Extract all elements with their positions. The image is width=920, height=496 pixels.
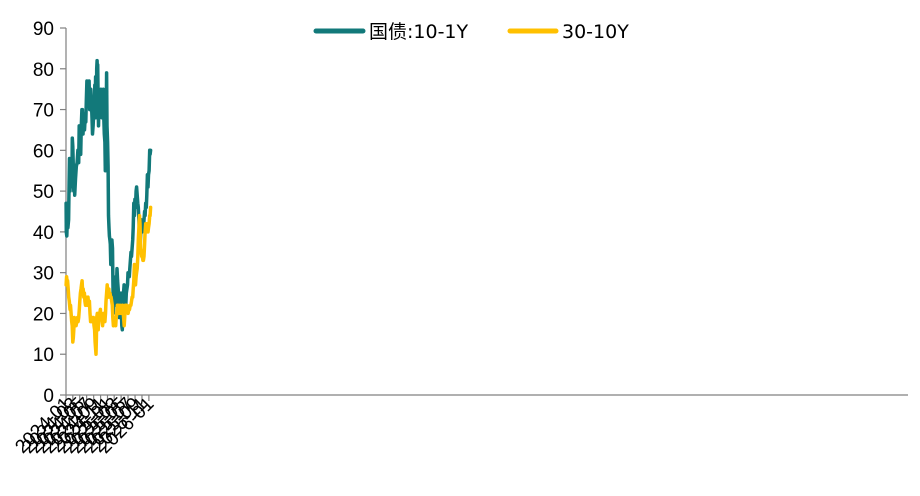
y-tick-label: 0 (43, 386, 54, 407)
y-axis: 0 10 20 30 40 50 60 70 80 90 (33, 19, 67, 407)
y-tick-label: 20 (33, 304, 54, 325)
y-tick-label: 10 (33, 345, 54, 366)
x-axis: 2024-012024-032024-052024-072024-092024-… (11, 394, 908, 458)
y-tick-label: 60 (33, 141, 54, 162)
series-layer (64, 58, 153, 356)
y-tick-label: 80 (33, 60, 54, 81)
series-line-1 (64, 58, 153, 332)
y-tick-label: 40 (33, 223, 54, 244)
series-line-2 (64, 205, 153, 356)
legend: 国债:10-1Y 30-10Y (313, 21, 629, 43)
y-tick-label: 90 (33, 19, 54, 40)
y-tick-label: 70 (33, 101, 54, 122)
y-tick-label: 30 (33, 264, 54, 285)
legend-label: 30-10Y (562, 21, 629, 43)
y-tick-label: 50 (33, 182, 54, 203)
legend-label: 国债:10-1Y (369, 21, 469, 43)
